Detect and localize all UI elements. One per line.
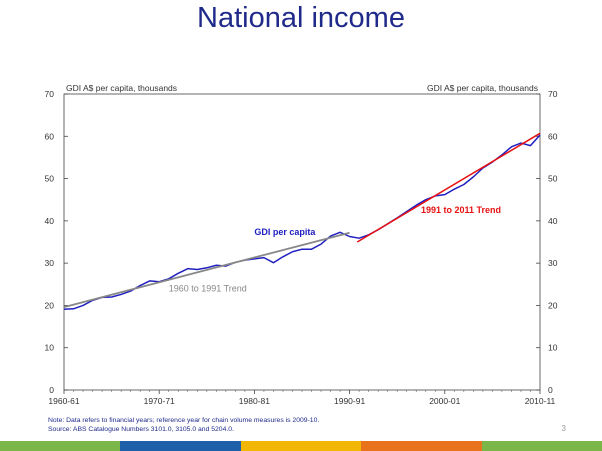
y-tick-label-right: 60 xyxy=(548,131,558,141)
footer-segment xyxy=(361,441,482,451)
y-tick-label-left: 60 xyxy=(45,131,55,141)
footer-segment xyxy=(481,441,602,451)
y-axis-label-left: GDI A$ per capita, thousands xyxy=(66,83,177,93)
series-line-0 xyxy=(63,134,541,310)
y-tick-label-right: 40 xyxy=(548,216,558,226)
chart-note: Note: Data refers to financial years; re… xyxy=(48,417,320,424)
series-line-1 xyxy=(63,231,350,308)
chart-labels: 0 0 10 10 20 20 30 30 40 40 50 50 60 60 70 70 1960-61 197… xyxy=(45,83,558,406)
x-tick-label: 2010-11 xyxy=(525,396,556,406)
x-tick-label: 1990-91 xyxy=(334,396,365,406)
y-tick-label-left: 50 xyxy=(45,174,55,184)
y-tick-label-right: 10 xyxy=(548,343,558,353)
chart-source: Source: ABS Catalogue Numbers 3101.0, 31… xyxy=(48,426,234,433)
y-tick-label-left: 70 xyxy=(45,89,55,99)
page-number: 3 xyxy=(561,424,566,433)
annotation-0: GDI per capita xyxy=(254,227,316,237)
slide-title: National income xyxy=(197,2,405,34)
y-tick-label-left: 0 xyxy=(49,385,54,395)
chart-axes xyxy=(63,93,541,394)
x-tick-label: 1960-61 xyxy=(48,396,79,406)
y-axis-label-right: GDI A$ per capita, thousands xyxy=(427,83,538,93)
chart-series xyxy=(63,132,541,310)
y-tick-label-left: 20 xyxy=(45,300,55,310)
footer-segment xyxy=(120,441,241,451)
plot-frame xyxy=(63,93,541,391)
y-tick-label-right: 20 xyxy=(548,300,558,310)
x-tick-label: 1980-81 xyxy=(239,396,270,406)
footer-segment xyxy=(0,441,121,451)
y-tick-label-right: 0 xyxy=(548,385,553,395)
y-tick-label-right: 50 xyxy=(548,174,558,184)
annotation-1: 1960 to 1991 Trend xyxy=(169,283,247,293)
footer-segment xyxy=(240,441,362,451)
y-tick-label-right: 30 xyxy=(548,258,558,268)
annotation-2: 1991 to 2011 Trend xyxy=(421,205,501,215)
x-tick-label: 1970-71 xyxy=(144,396,175,406)
y-tick-label-right: 70 xyxy=(548,89,558,99)
y-tick-label-left: 30 xyxy=(45,258,55,268)
x-tick-label: 2000-01 xyxy=(429,396,460,406)
y-tick-label-left: 10 xyxy=(45,343,55,353)
footer-color-bar xyxy=(0,441,602,451)
y-tick-label-left: 40 xyxy=(45,216,55,226)
series-line-2 xyxy=(356,132,541,243)
